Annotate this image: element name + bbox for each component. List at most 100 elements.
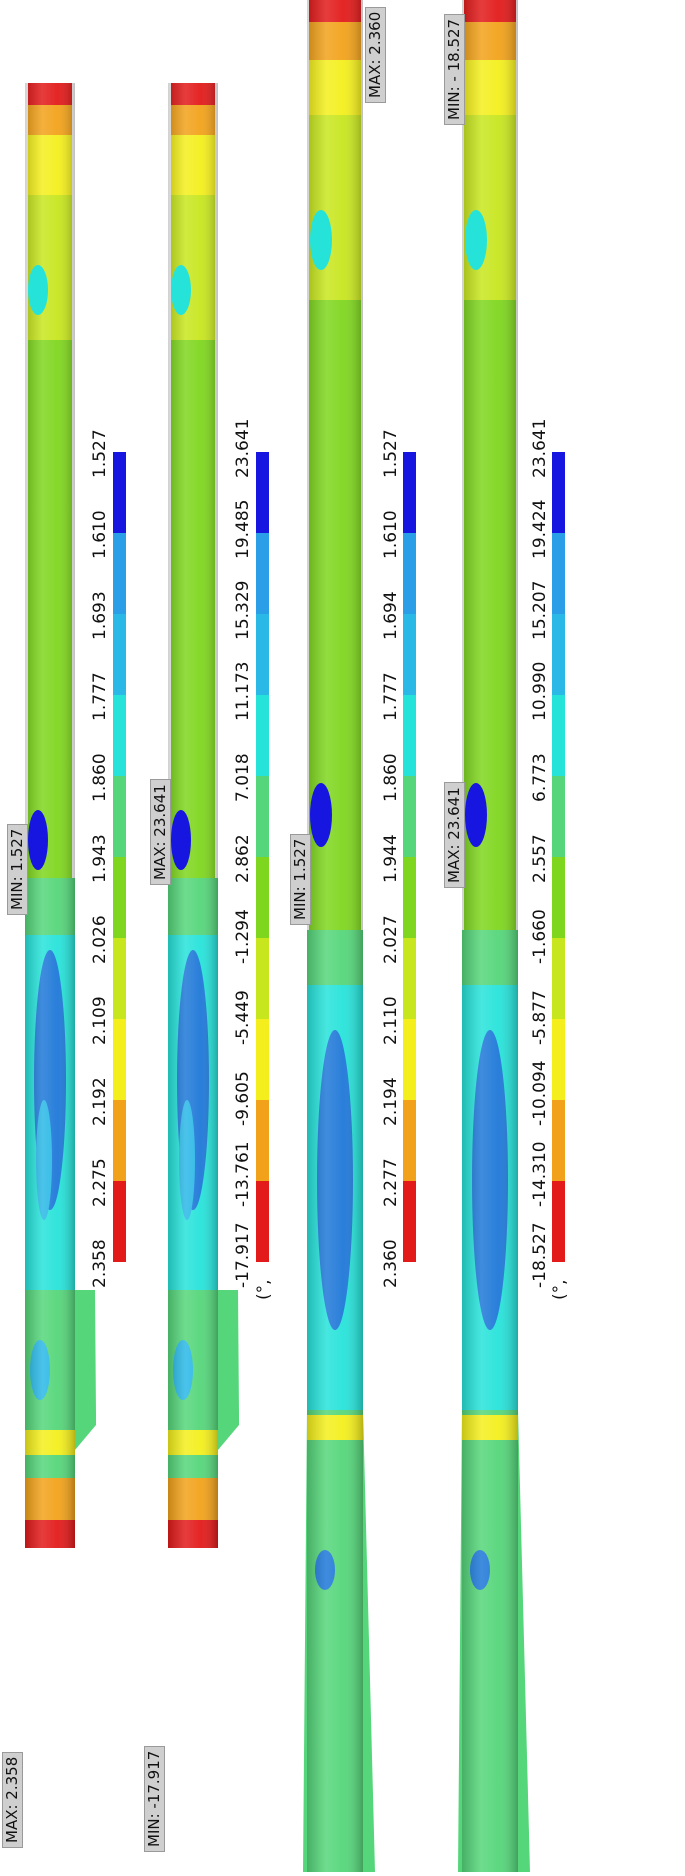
legend-swatch-panel-1-3	[113, 938, 126, 1019]
panel-1-upper-hole	[28, 265, 48, 315]
legend-swatch-panel-4-1	[552, 1100, 565, 1181]
unit-label-panel-4: (°,	[550, 1279, 570, 1300]
panel-1-lower-hole	[28, 810, 48, 870]
legend-tick-label: 1.610	[381, 510, 401, 559]
legend-swatch-panel-3-1	[403, 1100, 416, 1181]
max-tag-panel-2: MAX: 23.641	[150, 779, 171, 885]
legend-swatch-panel-1-8	[113, 533, 126, 614]
legend-swatch-panel-4-2	[552, 1019, 565, 1100]
legend-swatch-panel-2-4	[256, 857, 269, 938]
legend-swatch-panel-4-4	[552, 857, 565, 938]
legend-swatch-panel-4-9	[552, 452, 565, 533]
panel-3-shading	[307, 0, 363, 1872]
legend-tick-label: 19.485	[233, 499, 253, 559]
legend-tick-label: 2.027	[381, 915, 401, 964]
panel-4-lower-hole	[465, 783, 487, 847]
legend-swatch-panel-2-0	[256, 1181, 269, 1262]
panel-3-upper-hole	[310, 210, 332, 270]
legend-swatch-panel-3-2	[403, 1019, 416, 1100]
legend-swatch-panel-3-8	[403, 533, 416, 614]
legend-swatch-panel-4-0	[552, 1181, 565, 1262]
legend-tick-label: 10.990	[530, 661, 550, 721]
max-tag-panel-3: MAX: 2.360	[365, 6, 386, 103]
legend-swatch-panel-2-9	[256, 452, 269, 533]
legend-swatch-panel-3-6	[403, 695, 416, 776]
legend-tick-label: 1.527	[381, 429, 401, 478]
legend-tick-label: -1.294	[233, 909, 253, 964]
legend-tick-label: 2.192	[90, 1077, 110, 1126]
min-tag-panel-2: MIN: -17.917	[144, 1745, 165, 1852]
legend-tick-label: -17.917	[233, 1222, 253, 1288]
legend-swatch-panel-3-9	[403, 452, 416, 533]
legend-tick-label: -13.761	[233, 1141, 253, 1207]
legend-tick-label: 1.943	[90, 834, 110, 883]
legend-swatch-panel-4-8	[552, 533, 565, 614]
legend-swatch-panel-1-9	[113, 452, 126, 533]
legend-swatch-panel-2-8	[256, 533, 269, 614]
legend-tick-label: 15.207	[530, 580, 550, 640]
legend-swatch-panel-2-7	[256, 614, 269, 695]
legend-tick-label: 2.109	[90, 996, 110, 1045]
legend-tick-label: 2.557	[530, 834, 550, 883]
legend-tick-label: -5.449	[233, 990, 253, 1045]
legend-swatch-panel-1-7	[113, 614, 126, 695]
legend-swatch-panel-1-0	[113, 1181, 126, 1262]
legend-tick-label: 11.173	[233, 661, 253, 721]
legend-tick-label: 1.694	[381, 591, 401, 640]
legend-tick-label: 2.110	[381, 996, 401, 1045]
min-tag-panel-3: MIN: 1.527	[290, 833, 311, 925]
panel-4-shading	[462, 0, 518, 1872]
legend-swatch-panel-4-3	[552, 938, 565, 1019]
legend-tick-label: 2.194	[381, 1077, 401, 1126]
legend-swatch-panel-4-7	[552, 614, 565, 695]
legend-swatch-panel-3-4	[403, 857, 416, 938]
legend-swatch-panel-1-4	[113, 857, 126, 938]
legend-tick-label: 23.641	[530, 418, 550, 478]
legend-swatch-panel-2-2	[256, 1019, 269, 1100]
legend-swatch-panel-3-3	[403, 938, 416, 1019]
legend-swatch-panel-4-5	[552, 776, 565, 857]
unit-label-panel-2: (°,	[254, 1279, 274, 1300]
panel-4-upper-hole	[465, 210, 487, 270]
legend-tick-label: 23.641	[233, 418, 253, 478]
legend-swatch-panel-1-5	[113, 776, 126, 857]
legend-tick-label: 1.527	[90, 429, 110, 478]
legend-swatch-panel-2-1	[256, 1100, 269, 1181]
legend-tick-label: -5.877	[530, 990, 550, 1045]
legend-swatch-panel-1-1	[113, 1100, 126, 1181]
legend-swatch-panel-3-7	[403, 614, 416, 695]
legend-swatch-panel-3-0	[403, 1181, 416, 1262]
legend-swatch-panel-1-2	[113, 1019, 126, 1100]
legend-tick-label: 1.777	[90, 672, 110, 721]
legend-tick-label: 2.026	[90, 915, 110, 964]
min-tag-panel-1: MIN: 1.527	[7, 823, 28, 915]
legend-swatch-panel-3-5	[403, 776, 416, 857]
legend-tick-label: -14.310	[530, 1141, 550, 1207]
legend-tick-label: 2.277	[381, 1158, 401, 1207]
legend-tick-label: 1.860	[90, 753, 110, 802]
legend-tick-label: 6.773	[530, 753, 550, 802]
legend-tick-label: 1.860	[381, 753, 401, 802]
legend-tick-label: 1.610	[90, 510, 110, 559]
legend-tick-label: -1.660	[530, 909, 550, 964]
panel-3-lower-hole	[310, 783, 332, 847]
legend-swatch-panel-2-5	[256, 776, 269, 857]
max-tag-panel-4: MAX: 23.641	[444, 782, 465, 888]
legend-tick-label: 2.275	[90, 1158, 110, 1207]
legend-tick-label: -10.094	[530, 1060, 550, 1126]
legend-swatch-panel-2-3	[256, 938, 269, 1019]
legend-tick-label: 2.862	[233, 834, 253, 883]
panel-2-upper-hole	[171, 265, 191, 315]
legend-tick-label: 2.360	[381, 1239, 401, 1288]
max-tag-panel-1: MAX: 2.358	[2, 1751, 23, 1848]
legend-tick-label: 1.693	[90, 591, 110, 640]
legend-tick-label: 15.329	[233, 580, 253, 640]
legend-swatch-panel-2-6	[256, 695, 269, 776]
panel-2-lower-hole	[171, 810, 191, 870]
legend-swatch-panel-1-6	[113, 695, 126, 776]
legend-tick-label: -9.605	[233, 1071, 253, 1126]
legend-swatch-panel-4-6	[552, 695, 565, 776]
legend-tick-label: -18.527	[530, 1222, 550, 1288]
